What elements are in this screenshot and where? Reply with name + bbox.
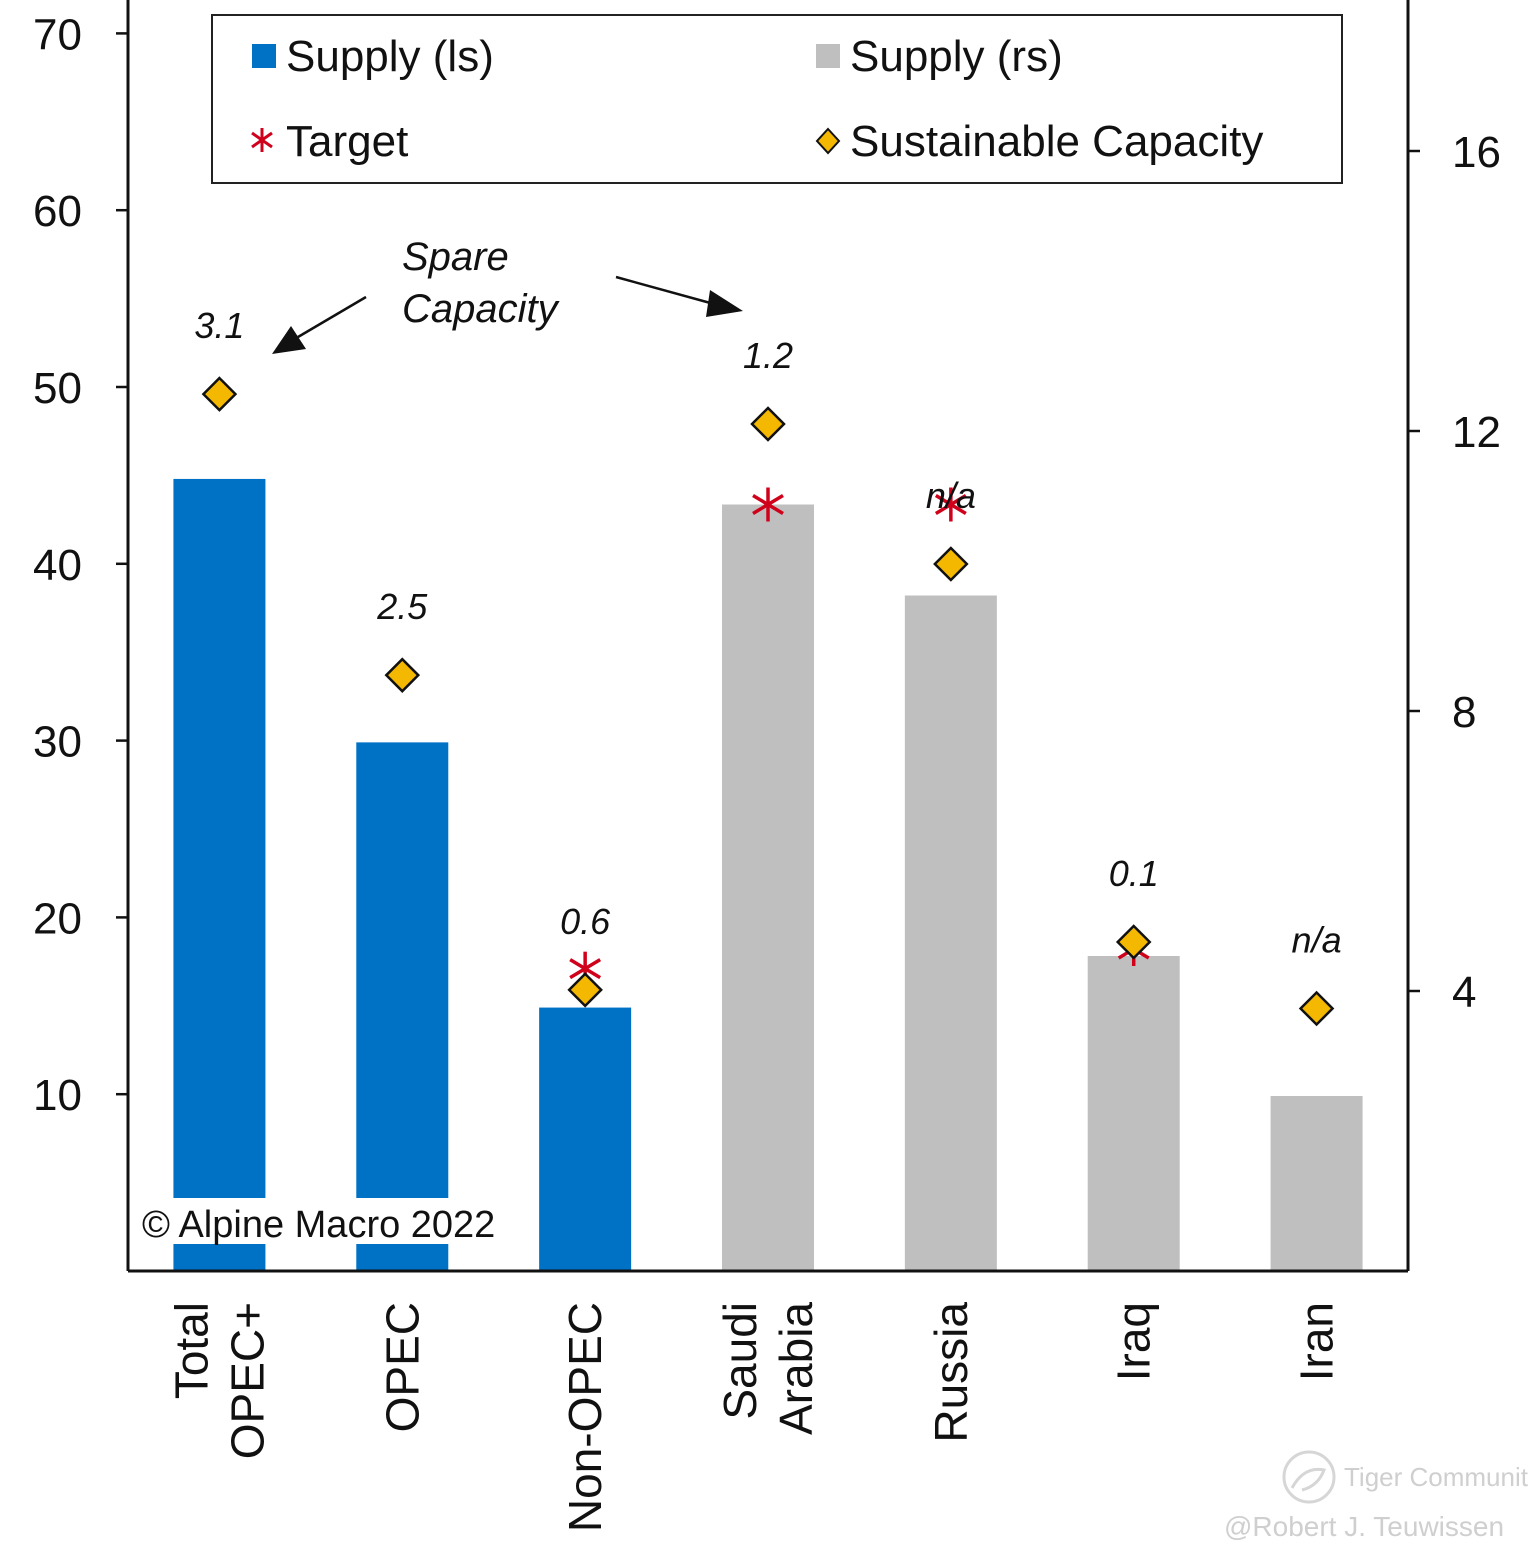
spare-capacity-label-4: n/a <box>926 475 976 516</box>
watermark-logo-icon <box>1282 1450 1336 1504</box>
category-label-5-0: Iraq <box>1108 1302 1160 1381</box>
legend-swatch-supply-rs <box>816 44 840 68</box>
left-tick-label-50: 50 <box>33 364 82 413</box>
legend-label-supply-rs: Supply (rs) <box>850 32 1063 81</box>
bars-layer <box>173 478 1363 1271</box>
right-tick-label-8: 8 <box>1452 688 1476 737</box>
watermark-author: @Robert J. Teuwissen <box>1224 1511 1504 1542</box>
category-label-6-0: Iran <box>1291 1302 1343 1381</box>
legend-label-supply-ls: Supply (ls) <box>286 32 494 81</box>
sustainable-capacity-marker-6 <box>1298 990 1335 1027</box>
sustainable-capacity-marker-1 <box>384 657 421 693</box>
spare-capacity-label-6: n/a <box>1292 920 1342 961</box>
arrow-left-head <box>272 326 306 354</box>
left-tick-label-40: 40 <box>33 541 82 590</box>
watermark-brand: Tiger Community <box>1344 1462 1528 1492</box>
left-ticks: 10 20 30 40 50 60 70 <box>33 10 128 1120</box>
spare-capacity-label-0: 3.1 <box>194 305 244 346</box>
spare-capacity-label-5: 0.1 <box>1109 853 1159 894</box>
sustainable-capacity-marker-4 <box>933 546 969 582</box>
category-label-0-0: Total <box>165 1302 217 1399</box>
spare-capacity-labels: 3.1 2.5 0.6 1.2 n/a 0.1 n/a <box>194 305 1341 960</box>
target-marker-4 <box>934 487 967 522</box>
bar-supply-rs-6 <box>1270 1096 1363 1271</box>
sustainable-capacity-marker-2 <box>567 972 603 1008</box>
bar-supply-rs-3 <box>722 504 814 1271</box>
category-labels: Total OPEC+ OPEC Non-OPEC Saudi Arabia Russia I… <box>165 1302 1342 1532</box>
right-tick-label-16: 16 <box>1452 128 1501 177</box>
category-label-3-0: Saudi <box>714 1302 766 1420</box>
bar-supply-ls-0 <box>173 478 266 1271</box>
legend-label-sustainable: Sustainable Capacity <box>850 117 1263 166</box>
bar-supply-ls-2 <box>539 1007 632 1271</box>
annotation-line-1: Spare <box>402 235 509 279</box>
category-label-3-1: Arabia <box>770 1302 822 1435</box>
sustainable-capacity-marker-5 <box>1115 924 1152 960</box>
watermark-logo-mark-icon <box>1290 1467 1327 1492</box>
copyright-box: © Alpine Macro 2022 <box>136 1198 530 1246</box>
legend-diamond-icon <box>815 127 841 155</box>
category-label-2-0: Non-OPEC <box>559 1302 611 1532</box>
markers-layer <box>201 376 1335 1027</box>
right-ticks: 4 8 12 16 <box>1408 128 1501 1017</box>
legend-swatch-supply-ls <box>252 44 276 68</box>
arrow-right-head <box>706 290 743 317</box>
right-tick-label-4: 4 <box>1452 968 1476 1017</box>
copyright-text: © Alpine Macro 2022 <box>142 1204 495 1246</box>
category-label-0-1: OPEC+ <box>221 1302 273 1459</box>
spare-capacity-label-1: 2.5 <box>376 586 428 627</box>
left-tick-label-20: 20 <box>33 894 82 943</box>
copyright-background <box>136 1198 530 1244</box>
right-tick-label-12: 12 <box>1452 408 1501 457</box>
bar-supply-ls-1 <box>356 742 449 1271</box>
left-tick-label-60: 60 <box>33 187 82 236</box>
left-tick-label-70: 70 <box>33 10 82 59</box>
spare-capacity-label-2: 0.6 <box>560 901 611 942</box>
bar-supply-rs-5 <box>1087 956 1180 1271</box>
arrow-left-shaft <box>297 295 367 339</box>
legend: Supply (ls) Supply (rs) Target Sustainab… <box>211 14 1343 184</box>
legend-box <box>211 14 1343 184</box>
spare-capacity-label-3: 1.2 <box>743 335 793 376</box>
left-tick-label-30: 30 <box>33 718 82 767</box>
category-label-4-0: Russia <box>925 1302 977 1443</box>
legend-label-target: Target <box>286 117 408 166</box>
bar-supply-rs-4 <box>904 595 997 1271</box>
annotation-line-2: Capacity <box>402 287 561 331</box>
left-tick-label-10: 10 <box>33 1071 82 1120</box>
arrow-right-shaft <box>615 275 715 306</box>
target-marker-3 <box>752 487 784 522</box>
sustainable-capacity-marker-0 <box>201 376 238 412</box>
watermark: Tiger Community @Robert J. Teuwissen <box>1224 1450 1528 1542</box>
legend-target-icon <box>251 128 273 152</box>
spare-capacity-annotation: Spare Capacity <box>272 235 743 354</box>
sustainable-capacity-marker-3 <box>750 406 786 442</box>
category-label-1-0: OPEC <box>376 1302 428 1432</box>
